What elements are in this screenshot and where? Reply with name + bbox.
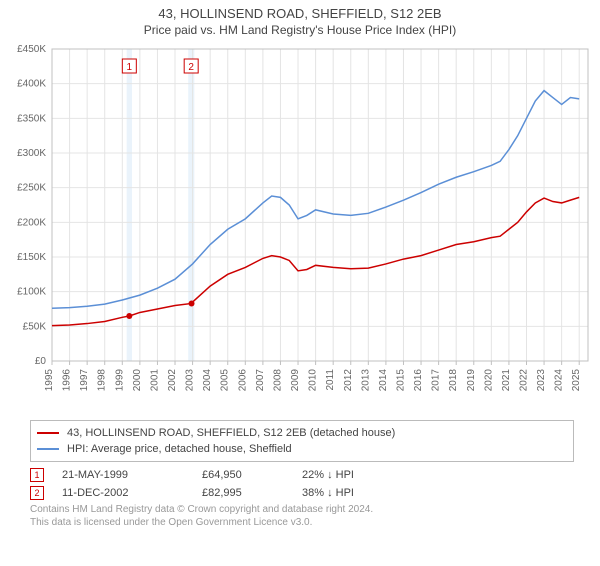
svg-text:1995: 1995 <box>44 369 55 392</box>
event-marker-2: 2 <box>30 486 44 500</box>
event-price-2: £82,995 <box>202 487 302 499</box>
svg-text:2019: 2019 <box>466 369 477 392</box>
svg-text:2015: 2015 <box>395 369 406 392</box>
chart-subtitle: Price paid vs. HM Land Registry's House … <box>0 23 600 37</box>
svg-text:1999: 1999 <box>114 369 125 392</box>
svg-text:£150K: £150K <box>17 252 46 263</box>
event-marker-1: 1 <box>30 468 44 482</box>
svg-text:2008: 2008 <box>272 369 283 392</box>
svg-text:2010: 2010 <box>308 369 319 392</box>
legend-swatch-property <box>37 432 59 434</box>
svg-text:2012: 2012 <box>343 369 354 392</box>
line-chart-svg: £0 £50K £100K £150K £200K £250K £300K £350K £400… <box>0 41 600 416</box>
svg-text:2016: 2016 <box>413 369 424 392</box>
svg-text:2001: 2001 <box>149 369 160 392</box>
svg-text:2022: 2022 <box>518 369 529 392</box>
svg-text:2024: 2024 <box>554 369 565 392</box>
copyright-line-2: This data is licensed under the Open Gov… <box>30 517 560 528</box>
svg-text:2020: 2020 <box>483 369 494 392</box>
svg-text:2009: 2009 <box>290 369 301 392</box>
svg-text:£450K: £450K <box>17 44 46 55</box>
svg-text:£350K: £350K <box>17 113 46 124</box>
svg-text:2021: 2021 <box>501 369 512 392</box>
chart-title: 43, HOLLINSEND ROAD, SHEFFIELD, S12 2EB <box>0 6 600 21</box>
svg-text:1996: 1996 <box>62 369 73 392</box>
svg-text:2006: 2006 <box>237 369 248 392</box>
svg-text:£400K: £400K <box>17 79 46 90</box>
svg-text:1: 1 <box>127 62 133 73</box>
svg-text:£250K: £250K <box>17 183 46 194</box>
svg-text:2005: 2005 <box>220 369 231 392</box>
svg-text:1997: 1997 <box>79 369 90 392</box>
legend-item-hpi: HPI: Average price, detached house, Shef… <box>37 441 567 457</box>
event-price-1: £64,950 <box>202 469 302 481</box>
event-row-2: 2 11-DEC-2002 £82,995 38% ↓ HPI <box>30 484 560 502</box>
svg-text:2003: 2003 <box>185 369 196 392</box>
legend-label-hpi: HPI: Average price, detached house, Shef… <box>67 443 292 455</box>
svg-text:£100K: £100K <box>17 287 46 298</box>
copyright-line-1: Contains HM Land Registry data © Crown c… <box>30 504 560 515</box>
svg-text:£200K: £200K <box>17 217 46 228</box>
svg-text:2011: 2011 <box>325 369 336 391</box>
legend-swatch-hpi <box>37 448 59 450</box>
legend-item-property: 43, HOLLINSEND ROAD, SHEFFIELD, S12 2EB … <box>37 425 567 441</box>
svg-text:2023: 2023 <box>536 369 547 392</box>
event-date-2: 11-DEC-2002 <box>62 487 202 499</box>
svg-text:£0: £0 <box>35 356 47 367</box>
legend: 43, HOLLINSEND ROAD, SHEFFIELD, S12 2EB … <box>30 420 574 462</box>
event-date-1: 21-MAY-1999 <box>62 469 202 481</box>
events-table: 1 21-MAY-1999 £64,950 22% ↓ HPI 2 11-DEC… <box>30 466 560 528</box>
svg-text:2025: 2025 <box>571 369 582 392</box>
svg-text:2007: 2007 <box>255 369 266 392</box>
chart-area: £0 £50K £100K £150K £200K £250K £300K £350K £400… <box>0 41 600 416</box>
svg-text:2013: 2013 <box>360 369 371 392</box>
event-delta-1: 22% ↓ HPI <box>302 469 442 481</box>
svg-text:2: 2 <box>188 62 194 73</box>
svg-text:£50K: £50K <box>23 321 47 332</box>
svg-text:2004: 2004 <box>202 369 213 392</box>
svg-text:1998: 1998 <box>97 369 108 392</box>
event-row-1: 1 21-MAY-1999 £64,950 22% ↓ HPI <box>30 466 560 484</box>
svg-text:2018: 2018 <box>448 369 459 392</box>
svg-text:2000: 2000 <box>132 369 143 392</box>
svg-text:2017: 2017 <box>431 369 442 392</box>
svg-text:2002: 2002 <box>167 369 178 392</box>
svg-text:2014: 2014 <box>378 369 389 392</box>
legend-label-property: 43, HOLLINSEND ROAD, SHEFFIELD, S12 2EB … <box>67 427 395 439</box>
event-delta-2: 38% ↓ HPI <box>302 487 442 499</box>
svg-text:£300K: £300K <box>17 148 46 159</box>
